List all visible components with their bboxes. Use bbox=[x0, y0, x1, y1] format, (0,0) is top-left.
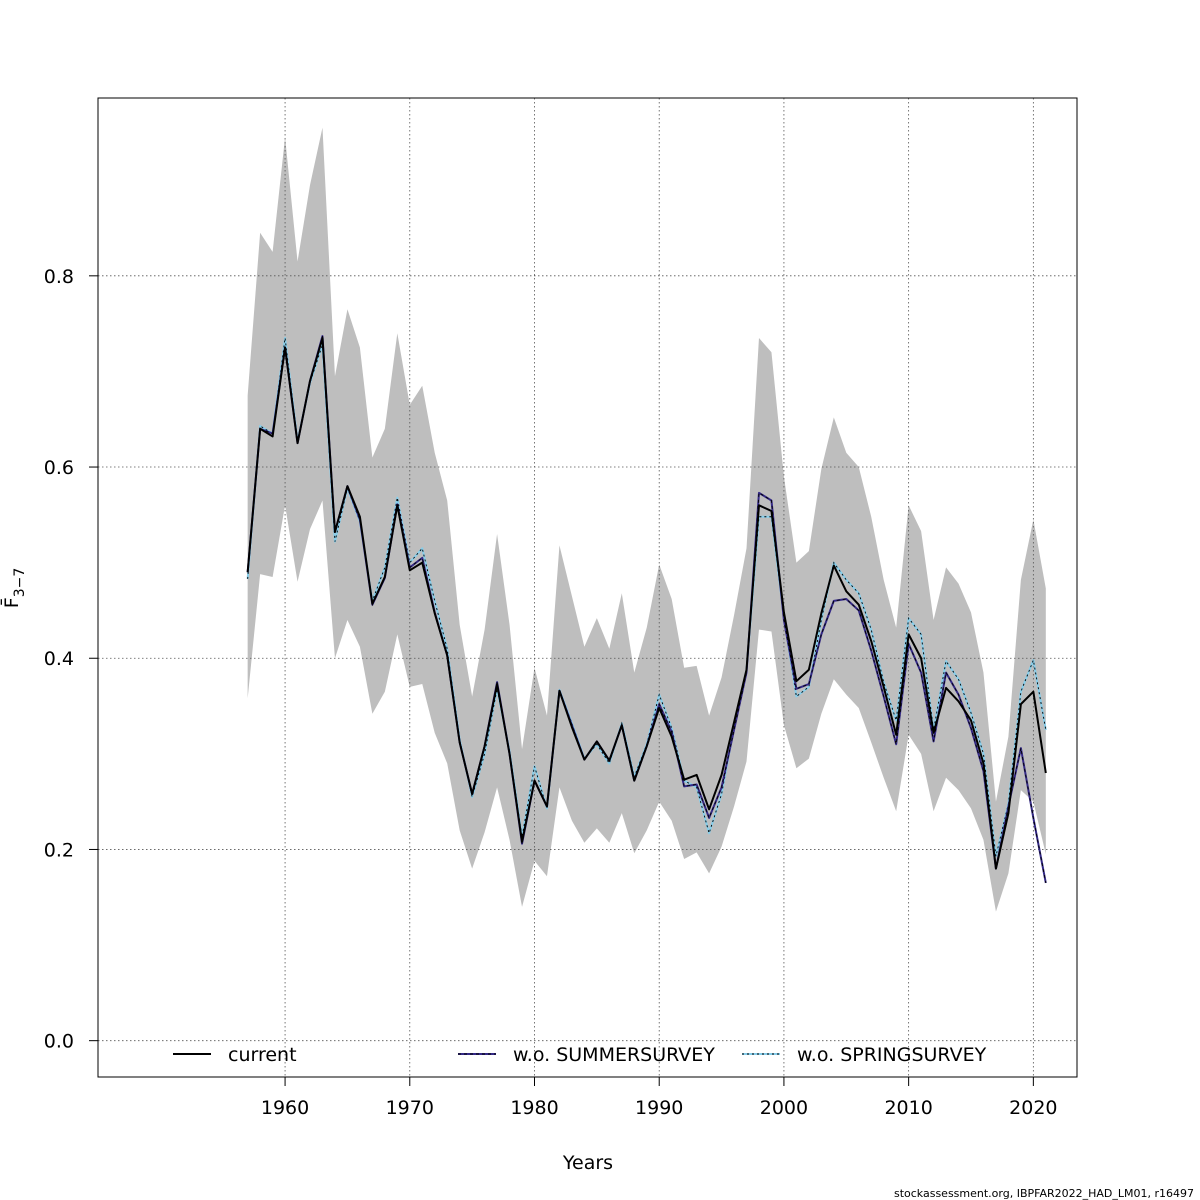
legend-item-summer: w.o. SUMMERSURVEY bbox=[458, 1044, 715, 1066]
legend-item-spring: w.o. SPRINGSURVEY bbox=[742, 1044, 987, 1066]
y-tick-label: 0.8 bbox=[44, 266, 74, 288]
legend-label-spring: w.o. SPRINGSURVEY bbox=[797, 1044, 987, 1066]
plot-frame bbox=[97, 97, 1078, 1078]
y-axis-title-text: F̄3−7 bbox=[0, 568, 28, 608]
y-tick-label: 0.0 bbox=[44, 1031, 74, 1053]
confidence-band bbox=[247, 127, 1046, 912]
x-tick-label: 2000 bbox=[760, 1097, 808, 1119]
y-axis: 0.0 0.2 0.4 0.6 0.8 bbox=[44, 266, 98, 1053]
legend: current w.o. SUMMERSURVEY w.o. SPRINGSUR… bbox=[173, 1044, 987, 1066]
x-tick-label: 1980 bbox=[510, 1097, 558, 1119]
y-tick-label: 0.4 bbox=[44, 648, 74, 670]
x-tick-label: 1990 bbox=[635, 1097, 683, 1119]
y-tick-label: 0.2 bbox=[44, 839, 74, 861]
x-tick-label: 2020 bbox=[1009, 1097, 1057, 1119]
y-axis-title-symbol: F̄ bbox=[0, 597, 23, 608]
y-tick-label: 0.6 bbox=[44, 457, 74, 479]
x-tick-label: 1970 bbox=[386, 1097, 434, 1119]
y-axis-title: F̄3−7 bbox=[0, 568, 28, 608]
series-line-current bbox=[246, 336, 1047, 870]
legend-label-summer: w.o. SUMMERSURVEY bbox=[513, 1044, 715, 1066]
footer-credit: stockassessment.org, IBPFAR2022_HAD_LM01… bbox=[894, 1187, 1194, 1200]
legend-label-current: current bbox=[228, 1044, 297, 1066]
grid-layer bbox=[98, 98, 1077, 1077]
x-tick-label: 1960 bbox=[261, 1097, 309, 1119]
series-layer bbox=[246, 335, 1047, 884]
x-axis-title: Years bbox=[562, 1152, 613, 1174]
x-axis: 1960 1970 1980 1990 2000 2010 2020 bbox=[261, 1077, 1058, 1119]
y-axis-title-subscript: 3−7 bbox=[12, 568, 28, 598]
confidence-band-layer bbox=[247, 127, 1046, 912]
x-tick-label: 2010 bbox=[884, 1097, 932, 1119]
legend-item-current: current bbox=[173, 1044, 297, 1066]
